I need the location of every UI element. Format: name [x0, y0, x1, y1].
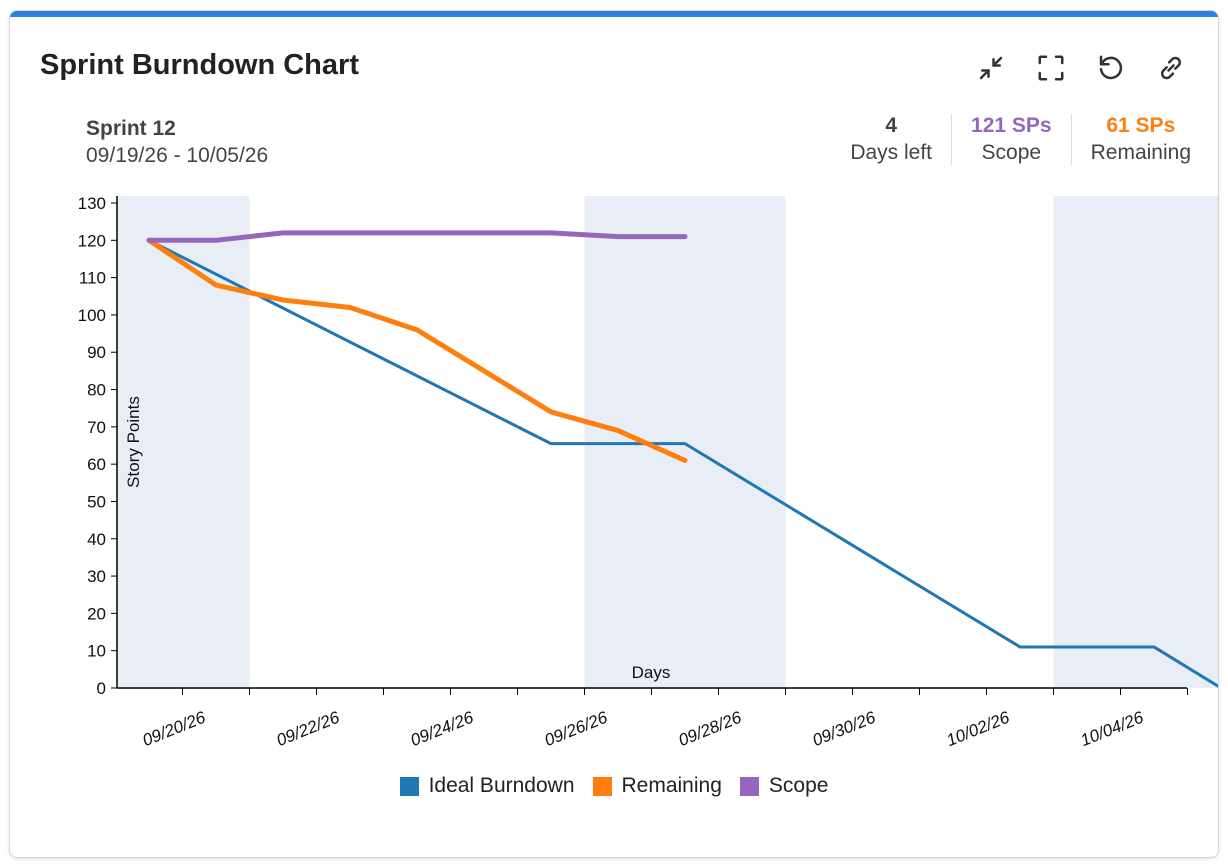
weekend-band	[584, 196, 786, 688]
x-axis-title: Days	[632, 663, 671, 682]
weekend-band	[117, 196, 250, 688]
y-tick-label: 20	[87, 604, 106, 623]
stat-label: Remaining	[1090, 141, 1191, 164]
refresh-button[interactable]	[1092, 49, 1130, 87]
weekend-band	[1053, 196, 1218, 688]
x-tick-label: 09/30/26	[810, 707, 879, 750]
y-tick-label: 10	[87, 642, 106, 661]
y-tick-label: 70	[87, 418, 106, 437]
legend-item-ideal[interactable]: Ideal Burndown	[399, 774, 575, 798]
x-tick-label: 09/24/26	[408, 707, 477, 750]
fullscreen-icon	[1038, 55, 1064, 81]
chart-legend: Ideal Burndown Remaining Scope	[10, 774, 1218, 798]
y-tick-label: 40	[87, 530, 106, 549]
y-tick-label: 50	[87, 492, 106, 511]
y-tick-label: 90	[87, 343, 106, 362]
legend-item-scope[interactable]: Scope	[739, 774, 829, 798]
link-icon	[1160, 56, 1182, 80]
fullscreen-button[interactable]	[1032, 49, 1070, 87]
sprint-stats: 4 Days left 121 SPs Scope 61 SPs Remaini…	[831, 114, 1191, 165]
x-tick-label: 10/02/26	[944, 707, 1013, 750]
x-tick-label: 09/28/26	[676, 707, 745, 750]
stat-value: 61 SPs	[1106, 114, 1176, 137]
y-tick-label: 120	[78, 231, 106, 250]
stat-value: 4	[885, 114, 898, 137]
y-axis-title: Story Points	[124, 396, 143, 488]
x-tick-label: 09/26/26	[542, 707, 611, 750]
sprint-name: Sprint 12	[86, 117, 176, 140]
stat-label: Days left	[850, 141, 933, 164]
stat-label: Scope	[981, 141, 1042, 164]
y-tick-label: 110	[79, 269, 106, 288]
stat-days-left: 4 Days left	[831, 114, 951, 165]
series-line-remaining	[146, 237, 688, 463]
legend-label: Scope	[768, 774, 829, 797]
series-line-ideal-burndown	[147, 238, 1218, 688]
card-accent-bar	[10, 11, 1218, 17]
burndown-card: Sprint Burndown Chart	[9, 10, 1219, 858]
x-tick-label: 09/20/26	[140, 707, 209, 750]
legend-swatch	[399, 776, 419, 796]
stat-scope: 121 SPs Scope	[951, 114, 1071, 165]
legend-label: Ideal Burndown	[428, 774, 575, 797]
y-tick-label: 30	[87, 567, 106, 586]
stat-remaining: 61 SPs Remaining	[1070, 114, 1191, 165]
y-tick-label: 100	[78, 306, 106, 325]
collapse-icon	[979, 56, 1003, 80]
refresh-icon	[1099, 55, 1123, 80]
x-tick-label: 09/22/26	[274, 707, 343, 750]
y-tick-label: 60	[87, 455, 106, 474]
x-tick-label: 10/04/26	[1078, 707, 1147, 750]
chart-toolbar	[972, 49, 1190, 87]
sprint-info: Sprint 12 09/19/26 - 10/05/26	[86, 117, 268, 168]
copy-link-button[interactable]	[1152, 49, 1190, 87]
legend-swatch	[739, 776, 759, 796]
legend-label: Remaining	[621, 774, 722, 797]
sprint-dates: 09/19/26 - 10/05/26	[86, 144, 269, 167]
burndown-chart: 0 10 20 30 40 50 60 70 80 90 100 110 120 130 09/20/26 0…	[78, 194, 1218, 750]
y-tick-label: 80	[87, 381, 106, 400]
legend-swatch	[592, 776, 612, 796]
legend-item-remaining[interactable]: Remaining	[592, 774, 722, 798]
stat-value: 121 SPs	[971, 114, 1052, 137]
y-tick-label: 0	[97, 679, 106, 698]
chart-title: Sprint Burndown Chart	[40, 49, 359, 81]
y-tick-label: 130	[78, 194, 106, 213]
series-line-scope	[146, 230, 688, 243]
collapse-button[interactable]	[972, 49, 1010, 87]
